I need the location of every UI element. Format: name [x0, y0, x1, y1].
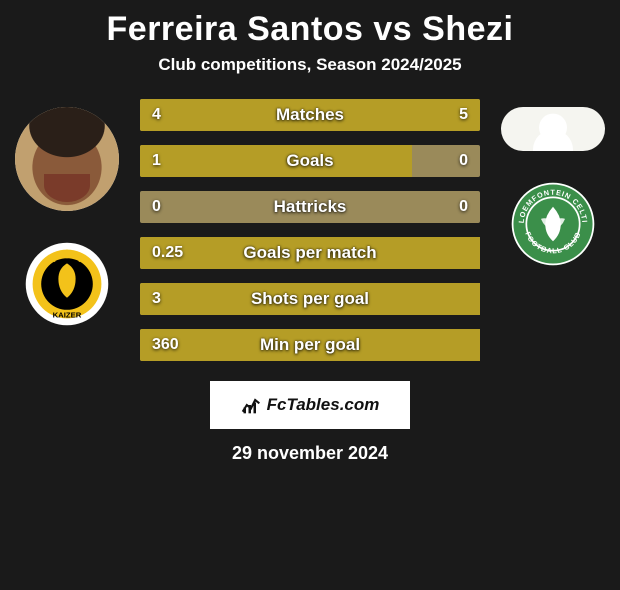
kaizer-chiefs-badge-icon: KAIZER: [24, 241, 110, 327]
stat-right-value: 5: [459, 106, 468, 124]
stat-right-fill: [290, 99, 480, 131]
stats-center: Matches45Goals10Hattricks00Goals per mat…: [140, 99, 480, 375]
player-face-icon: [15, 107, 119, 211]
stat-bar-background: [140, 191, 480, 223]
stat-left-fill: [140, 283, 480, 315]
stat-left-fill: [140, 329, 480, 361]
stat-left-value: 4: [152, 106, 161, 124]
chart-icon: [241, 395, 261, 415]
stat-left-fill: [140, 99, 290, 131]
brand-badge: FcTables.com: [210, 381, 410, 429]
page-title: Ferreira Santos vs Shezi: [0, 10, 620, 49]
right-player-photo: [501, 107, 605, 151]
right-player-column: BLOEMFONTEIN CELTIC FOOTBALL CLUB: [498, 99, 608, 267]
subtitle: Club competitions, Season 2024/2025: [0, 55, 620, 75]
stat-left-value: 3: [152, 290, 161, 308]
stat-right-value: 0: [459, 198, 468, 216]
stat-left-value: 0.25: [152, 244, 183, 262]
stat-row: Goals per match0.25: [140, 237, 480, 269]
stat-left-fill: [140, 145, 412, 177]
stat-row: Goals10: [140, 145, 480, 177]
svg-text:KAIZER: KAIZER: [53, 311, 82, 320]
comparison-panel: KAIZER Matches45Goals10Hattricks00Goals …: [0, 99, 620, 375]
stat-row: Shots per goal3: [140, 283, 480, 315]
stat-row: Hattricks00: [140, 191, 480, 223]
bloemfontein-celtic-badge-icon: BLOEMFONTEIN CELTIC FOOTBALL CLUB: [510, 181, 596, 267]
left-player-photo: [15, 107, 119, 211]
date-text: 29 november 2024: [0, 443, 620, 464]
brand-text: FcTables.com: [267, 395, 380, 415]
left-player-column: KAIZER: [12, 99, 122, 327]
left-club-badge: KAIZER: [24, 241, 110, 327]
stat-left-value: 360: [152, 336, 179, 354]
right-club-badge: BLOEMFONTEIN CELTIC FOOTBALL CLUB: [510, 181, 596, 267]
stat-row: Matches45: [140, 99, 480, 131]
stat-left-fill: [140, 237, 480, 269]
stat-row: Min per goal360: [140, 329, 480, 361]
stat-left-value: 0: [152, 198, 161, 216]
stat-left-value: 1: [152, 152, 161, 170]
stat-right-value: 0: [459, 152, 468, 170]
